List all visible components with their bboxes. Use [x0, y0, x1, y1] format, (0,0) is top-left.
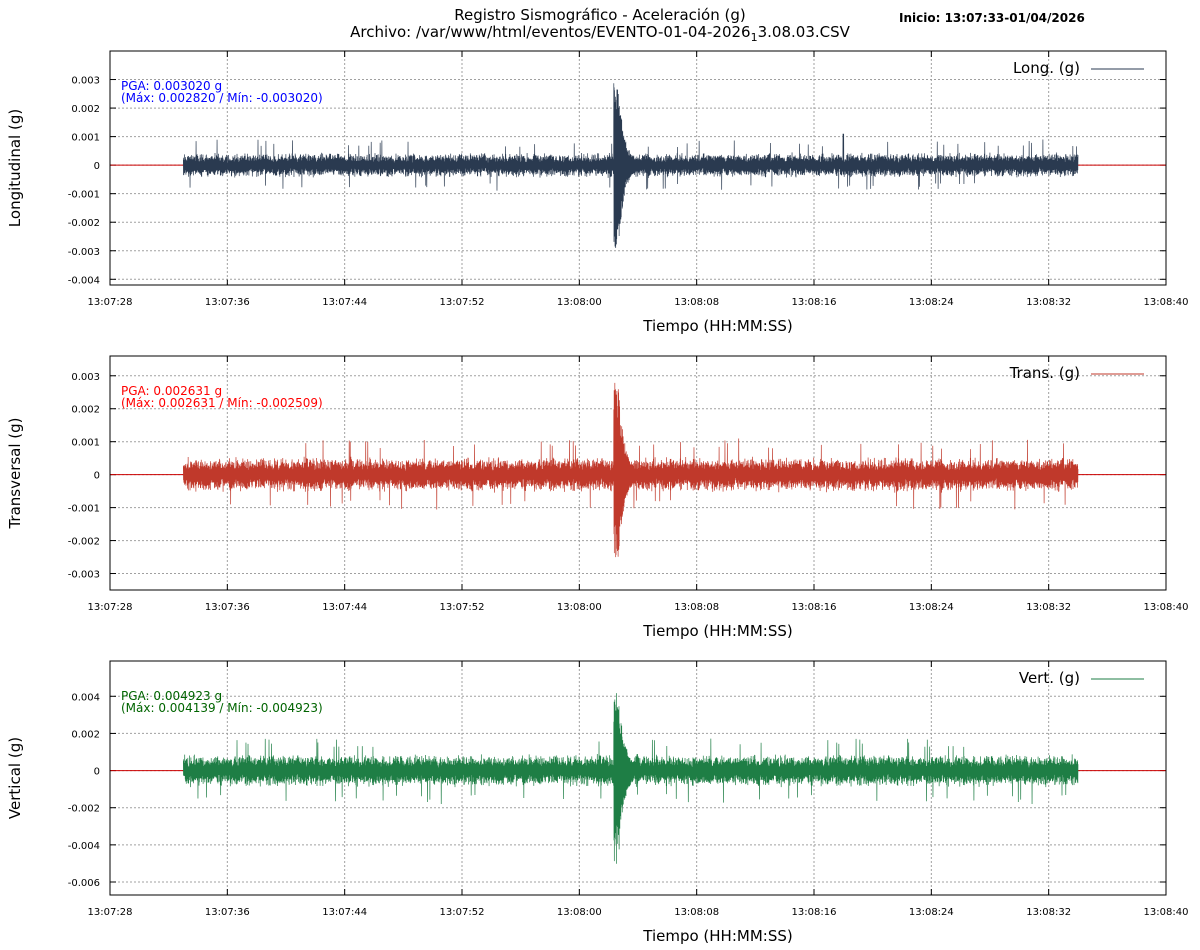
legend-label: Long. (g)	[1013, 59, 1080, 77]
x-tick-label: 13:08:32	[1026, 907, 1071, 918]
y-tick-label: -0.004	[68, 841, 100, 852]
chart-title: Registro Sismográfico - Aceleración (g)	[454, 6, 746, 24]
start-time: Inicio: 13:07:33-01/04/2026	[899, 11, 1085, 25]
x-tick-label: 13:07:28	[88, 907, 133, 918]
pga-annotation: PGA: 0.004923 g	[121, 689, 222, 703]
plot-frame	[109, 50, 1167, 286]
y-tick-label: 0.002	[71, 729, 100, 740]
pga-annotation: (Máx: 0.004139 / Mín: -0.004923)	[121, 701, 323, 715]
x-tick-label: 13:08:08	[674, 602, 719, 613]
y-tick-label: 0.003	[71, 76, 100, 87]
x-tick-label: 13:08:16	[792, 297, 837, 308]
x-tick-label: 13:07:52	[440, 907, 485, 918]
pga-annotation: PGA: 0.002631 g	[121, 384, 222, 398]
y-tick-label: 0	[94, 767, 100, 778]
x-tick-label: 13:08:24	[909, 297, 954, 308]
pga-annotation: (Máx: 0.002631 / Mín: -0.002509)	[121, 396, 323, 410]
x-tick-label: 13:07:52	[440, 602, 485, 613]
y-tick-label: -0.002	[68, 804, 100, 815]
x-tick-label: 13:07:36	[205, 907, 250, 918]
legend-label: Vert. (g)	[1019, 669, 1080, 687]
x-tick-label: 13:08:08	[674, 907, 719, 918]
chart-panel-1: 13:07:28 13:07:36 13:07:44 13:07:52 13:08:00…	[6, 50, 1189, 335]
x-tick-label: 13:07:36	[205, 297, 250, 308]
x-axis-label: Tiempo (HH:MM:SS)	[642, 622, 792, 640]
pga-annotation: PGA: 0.003020 g	[121, 79, 222, 93]
legend-label: Trans. (g)	[1009, 364, 1080, 382]
y-tick-label: 0.004	[71, 692, 100, 703]
y-tick-label: -0.002	[68, 537, 100, 548]
y-tick-label: 0.003	[71, 372, 100, 383]
series-line-2	[182, 382, 1079, 558]
y-axis-label: Transversal (g)	[6, 417, 24, 529]
y-tick-label: -0.006	[68, 878, 100, 889]
series-line-1	[182, 83, 1079, 249]
x-tick-label: 13:08:40	[1144, 907, 1189, 918]
x-tick-label: 13:07:36	[205, 602, 250, 613]
x-axis-label: Tiempo (HH:MM:SS)	[642, 317, 792, 335]
y-tick-label: 0.001	[71, 438, 100, 449]
y-tick-label: 0.002	[71, 104, 100, 115]
x-tick-label: 13:07:28	[88, 297, 133, 308]
chart-panel-3: 13:07:28 13:07:36 13:07:44 13:07:52 13:08:00…	[6, 660, 1189, 945]
y-axis-label: Vertical (g)	[6, 737, 24, 819]
y-tick-label: -0.003	[68, 570, 100, 581]
y-tick-label: 0	[94, 161, 100, 172]
x-tick-label: 13:08:32	[1026, 297, 1071, 308]
y-tick-label: -0.003	[68, 247, 100, 258]
series-line-3	[182, 693, 1079, 864]
plot-frame	[109, 660, 1167, 896]
y-tick-label: -0.001	[68, 504, 100, 515]
x-tick-label: 13:08:00	[557, 297, 602, 308]
x-tick-label: 13:08:16	[792, 907, 837, 918]
x-tick-label: 13:07:44	[322, 602, 367, 613]
x-tick-label: 13:08:24	[909, 602, 954, 613]
x-tick-label: 13:08:40	[1144, 297, 1189, 308]
y-axis-label: Longitudinal (g)	[6, 109, 24, 227]
file-path-suffix: 3.08.03.CSV	[757, 23, 850, 41]
file-path: Archivo: /var/www/html/eventos/EVENTO-01…	[0, 23, 1200, 44]
x-axis-label: Tiempo (HH:MM:SS)	[642, 927, 792, 945]
plot-frame	[109, 355, 1167, 591]
y-tick-label: 0.001	[71, 133, 100, 144]
x-tick-label: 13:08:00	[557, 602, 602, 613]
x-tick-label: 13:07:52	[440, 297, 485, 308]
x-tick-label: 13:08:40	[1144, 602, 1189, 613]
chart-panel-2: 13:07:28 13:07:36 13:07:44 13:07:52 13:08:00…	[6, 355, 1189, 640]
x-tick-label: 13:08:32	[1026, 602, 1071, 613]
y-tick-label: 0	[94, 471, 100, 482]
file-path-prefix: Archivo: /var/www/html/eventos/EVENTO-01…	[350, 23, 751, 41]
x-tick-label: 13:08:00	[557, 907, 602, 918]
x-tick-label: 13:07:44	[322, 907, 367, 918]
file-path-subscript: 1	[750, 31, 758, 44]
pga-annotation: (Máx: 0.002820 / Mín: -0.003020)	[121, 91, 323, 105]
x-tick-label: 13:08:24	[909, 907, 954, 918]
y-tick-label: -0.004	[68, 275, 100, 286]
x-tick-label: 13:07:28	[88, 602, 133, 613]
x-tick-label: 13:07:44	[322, 297, 367, 308]
y-tick-label: 0.002	[71, 405, 100, 416]
y-tick-label: -0.002	[68, 218, 100, 229]
x-tick-label: 13:08:08	[674, 297, 719, 308]
x-tick-label: 13:08:16	[792, 602, 837, 613]
y-tick-label: -0.001	[68, 190, 100, 201]
